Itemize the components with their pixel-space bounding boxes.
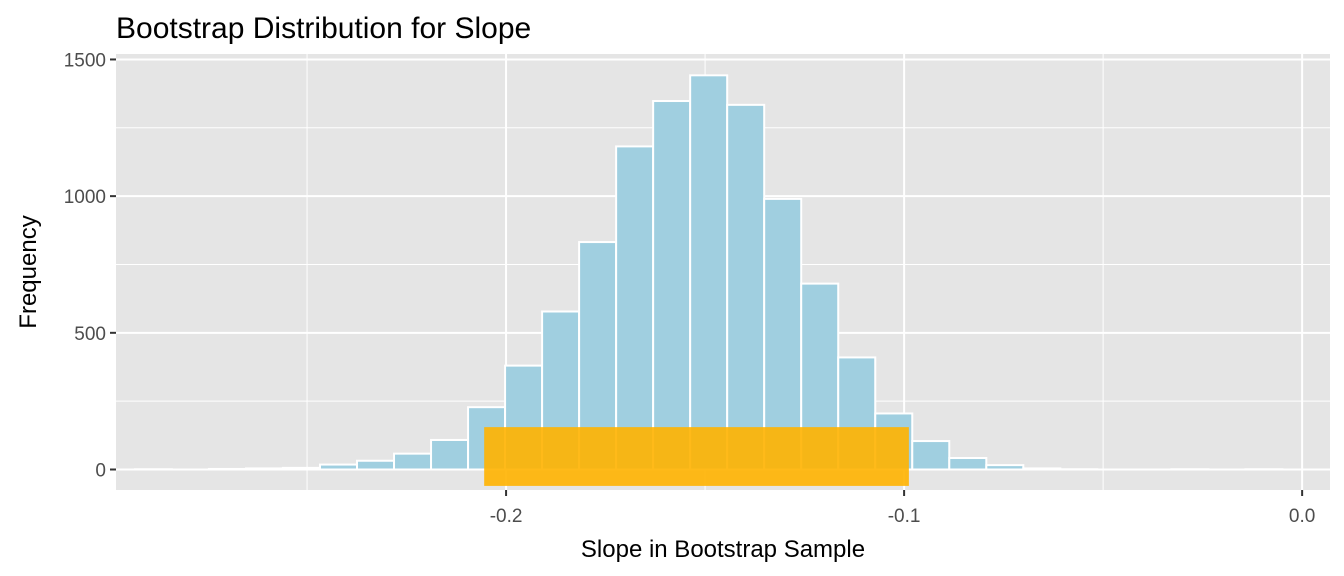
histogram-bar — [615, 145, 655, 471]
histogram-bar — [318, 463, 359, 471]
histogram-bar — [356, 459, 396, 471]
histogram-bar — [689, 74, 729, 471]
histogram-bar — [985, 464, 1025, 471]
y-tick-label: 1500 — [64, 50, 106, 71]
interval-band — [484, 427, 909, 486]
y-tick-labels: 0 500 1000 1500 — [64, 50, 106, 481]
histogram-bar — [430, 438, 470, 471]
histogram-bar — [911, 440, 951, 471]
y-axis-title: Frequency — [15, 215, 42, 328]
histogram-bar — [244, 467, 284, 471]
x-tick-label: -0.2 — [490, 506, 523, 527]
x-axis-title: Slope in Bootstrap Sample — [581, 536, 865, 563]
x-tick-labels: -0.2 -0.1 0.0 — [490, 506, 1316, 527]
y-tick-label: 0 — [95, 460, 106, 481]
histogram-bar — [1022, 467, 1062, 471]
histogram-bar — [763, 197, 803, 471]
x-tick-label: 0.0 — [1289, 506, 1315, 527]
confidence-interval — [484, 427, 909, 486]
y-tick-label: 1000 — [64, 187, 106, 208]
histogram-bar — [393, 452, 433, 471]
y-tick-label: 500 — [74, 324, 106, 345]
histogram-bar — [281, 466, 321, 471]
chart-title: Bootstrap Distribution for Slope — [116, 12, 531, 45]
x-tick-label: -0.1 — [888, 506, 921, 527]
histogram-bar — [207, 467, 247, 471]
axis-ticks — [110, 58, 1304, 496]
histogram-bar — [652, 100, 692, 471]
histogram-bar — [948, 457, 988, 471]
histogram-bar — [726, 103, 766, 471]
